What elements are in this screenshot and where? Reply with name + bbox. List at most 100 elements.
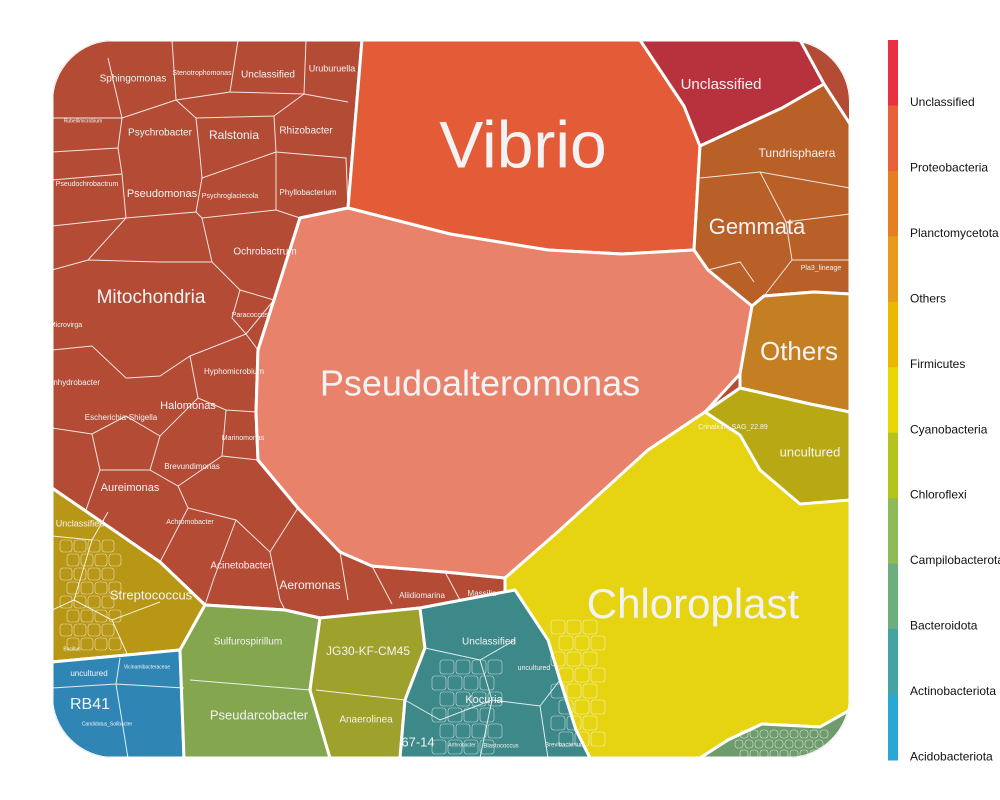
- cell-label-ralstonia-proteobacteria: Ralstonia: [209, 128, 259, 142]
- cell-label-psychroglaciecola-proteobacteria: Psychroglaciecola: [202, 193, 259, 200]
- mosaic-cell: [487, 691, 503, 707]
- mosaic-cell: [463, 707, 479, 723]
- mosaic-cell: [819, 729, 829, 739]
- chart-legend: Unclassified Proteobacteria Planctomycetot…: [888, 40, 1000, 764]
- mosaic-cell: [463, 739, 479, 755]
- cell-label-pseudoalteromonas-proteobacteria: Pseudoalteromonas: [320, 363, 640, 404]
- mosaic-cell: [108, 609, 122, 623]
- cell-label-psychrobacter-proteobacteria: Psychrobacter: [128, 128, 193, 139]
- cell-label-uruburuella-proteobacteria: Uruburuella: [309, 63, 356, 73]
- cell-label-brevundimonas-proteobacteria: Brevundimonas: [164, 462, 220, 471]
- mosaic-cell: [108, 581, 122, 595]
- subcell-border: [204, 519, 461, 611]
- mosaic-cell: [66, 581, 80, 595]
- cell-label-uncultured-actinobacteriota: uncultured: [518, 665, 551, 672]
- mosaic-cell: [774, 739, 784, 749]
- legend-swatch-acidobacteriota: [888, 694, 898, 761]
- subcell-border: [759, 469, 801, 505]
- mosaic-cell: [574, 699, 590, 715]
- mosaic-cell: [558, 731, 574, 747]
- cell-label-acinetobacter-proteobacteria: Acinetobacter: [210, 561, 272, 572]
- mosaic-cell: [769, 749, 779, 758]
- mosaic-cell: [471, 659, 487, 675]
- subcell-border: [52, 217, 275, 301]
- cell-label-rhizobacter-proteobacteria: Rhizobacter: [279, 126, 333, 137]
- legend-swatch-cyanobacteria: [888, 367, 898, 434]
- cell-label-tundrisphaera-planctomycetota: Tundrisphaera: [759, 146, 836, 160]
- mosaic-cell: [80, 581, 94, 595]
- mosaic-cell: [431, 675, 447, 691]
- mosaic-cell: [487, 659, 503, 675]
- mosaic-cell: [455, 723, 471, 739]
- cell-label-unclassified-actinobacteriota: Unclassified: [462, 637, 516, 648]
- mosaic-cell: [550, 683, 566, 699]
- mosaic-cell: [479, 675, 495, 691]
- subcell-border: [189, 679, 311, 691]
- cell-label-blastococcus-actinobacteriota: Blastococcus: [483, 744, 518, 750]
- mosaic-cell: [59, 539, 73, 553]
- mosaic-cell: [66, 609, 80, 623]
- mosaic-cell: [447, 739, 463, 755]
- mosaic-cell: [784, 739, 794, 749]
- subcell-border: [107, 40, 349, 119]
- mosaic-cell: [819, 749, 829, 758]
- mosaic-cell: [73, 595, 87, 609]
- legend-label-firmicutes: Firmicutes: [910, 357, 965, 371]
- mosaic-cell: [431, 739, 447, 755]
- treemap-cells: [52, 40, 850, 758]
- cell-label-streptococcus-firmicutes: Streptococcus: [110, 587, 193, 602]
- legend-label-acidobacteriota: Acidobacteriota: [910, 750, 993, 764]
- cell-label-vicinamibacteraceae-acidobacteriota: Vicinamibacteraceae: [124, 664, 171, 670]
- legend-label-cyanobacteria: Cyanobacteria: [910, 422, 988, 436]
- actinobacteriota-mosaic-left: [431, 659, 503, 755]
- mosaic-cell: [550, 651, 566, 667]
- legend-label-campilobacterota: Campilobacterota: [910, 553, 1000, 567]
- others-bottom-cells: [698, 708, 850, 758]
- cell-label-hyphomicrobium-proteobacteria: Hyphomicrobium: [204, 367, 264, 376]
- mosaic-cell: [574, 635, 590, 651]
- cell-label-aliidiomarina-proteobacteria: Aliidiomarina: [399, 591, 445, 600]
- cell-label-others-others: Others: [760, 336, 838, 366]
- mosaic-cell: [574, 731, 590, 747]
- cell-label-mitochondria-proteobacteria: Mitochondria: [97, 287, 206, 308]
- mosaic-cell: [566, 715, 582, 731]
- mosaic-cell: [471, 691, 487, 707]
- cell-label-pseudarcobacter-campilobacterota: Pseudarcobacter: [210, 707, 309, 722]
- mosaic-cell: [455, 691, 471, 707]
- mosaic-cell: [739, 749, 749, 758]
- mosaic-cell: [66, 553, 80, 567]
- cell-label-microvirga-proteobacteria: Microvirga: [50, 322, 82, 329]
- cell-label-rubellimicrobium-proteobacteria: Rubellimicrobium: [64, 118, 102, 124]
- mosaic-cell: [789, 749, 799, 758]
- cell-label-paracoccus-proteobacteria: Paracoccus: [232, 312, 269, 319]
- mosaic-cell: [749, 749, 759, 758]
- mosaic-cell: [809, 729, 819, 739]
- mosaic-cell: [574, 667, 590, 683]
- legend-swatch-chloroflexi: [888, 432, 898, 499]
- cell-label-halomonas-proteobacteria: Halomonas: [160, 400, 216, 412]
- cell-label-unclassified-firmicutes: Unclassified: [56, 518, 105, 528]
- cell-label-chloroplast-cyanobacteria: Chloroplast: [587, 580, 800, 627]
- cell-label-pseudochrobactrum-proteobacteria: Pseudochrobactrum: [56, 181, 119, 188]
- cell-label-aureimonas-proteobacteria: Aureimonas: [101, 482, 160, 494]
- cell-label-unclassified-proteobacteria: Unclassified: [241, 70, 295, 81]
- mosaic-cell: [804, 739, 814, 749]
- mosaic-cell: [108, 637, 122, 651]
- mosaic-cell: [759, 729, 769, 739]
- cell-label-aeromonas-proteobacteria: Aeromonas: [279, 578, 340, 592]
- mosaic-cell: [94, 637, 108, 651]
- firmicutes-mosaic: [59, 539, 122, 651]
- mosaic-cell: [550, 715, 566, 731]
- mosaic-cell: [487, 723, 503, 739]
- cell-label-rb41-acidobacteriota: RB41: [70, 696, 110, 713]
- cyanobacteria-minor-cells: [703, 386, 850, 506]
- mosaic-cell: [87, 539, 101, 553]
- mosaic-cell: [582, 619, 598, 635]
- cell-label-ochrobactrum-proteobacteria: Ochrobactrum: [233, 247, 296, 258]
- cell-label-uncultured-acidobacteriota: uncultured: [70, 669, 107, 678]
- cell-label-vibrio-proteobacteria: Vibrio: [439, 107, 607, 181]
- mosaic-cell: [590, 699, 606, 715]
- cell-label-massilia-proteobacteria: Massilia: [468, 589, 497, 598]
- mosaic-cell: [431, 707, 447, 723]
